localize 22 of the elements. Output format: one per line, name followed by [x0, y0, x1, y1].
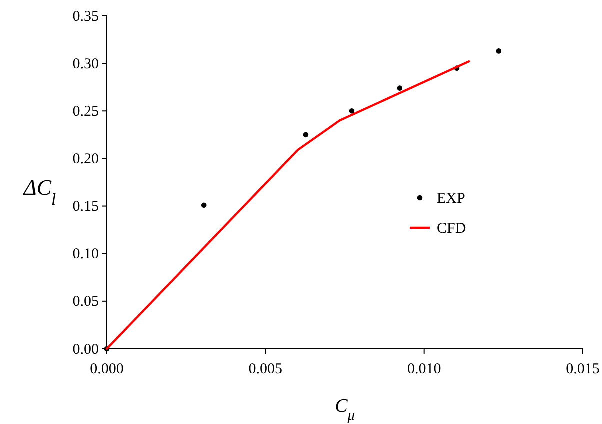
point [201, 202, 207, 208]
y-tick-label: 0.00 [72, 342, 99, 358]
y-tick-label: 0.10 [72, 246, 99, 263]
legend-label: EXP [437, 191, 466, 207]
y-tick-label: 0.05 [72, 294, 99, 310]
x-tick-label: 0.015 [566, 362, 600, 378]
y-tick-label: 0.30 [72, 56, 99, 72]
point [397, 86, 403, 91]
point [496, 48, 502, 54]
legend-label: CFD [437, 221, 466, 237]
x-tick-label: 0.010 [407, 362, 442, 378]
x-tick-label: 0.000 [90, 362, 124, 378]
point [349, 108, 355, 114]
x-tick-label: 0.005 [248, 362, 283, 378]
y-tick-label: 0.15 [72, 199, 99, 216]
x-axis-title: C$_{μ}$ [335, 396, 355, 424]
y-tick-label: 0.20 [72, 152, 99, 168]
y-tick-label: 0.25 [72, 104, 99, 120]
point [303, 132, 309, 138]
y-axis-title: ΔC$_{l}$ [22, 175, 56, 208]
line-series [106, 60, 470, 350]
y-tick-label: 0.35 [72, 8, 99, 25]
